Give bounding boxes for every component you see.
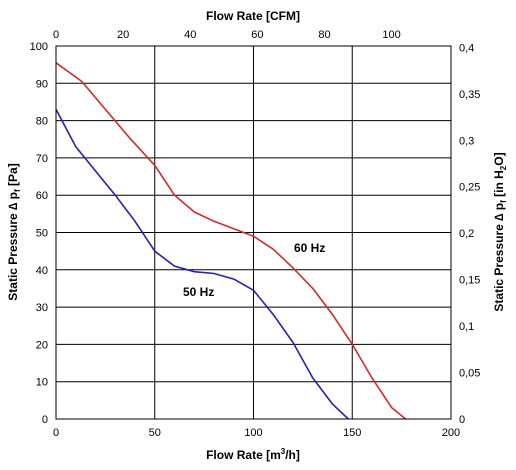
x-tick-label: 200 [442,427,460,439]
y2-tick-label: 0,15 [459,275,480,287]
y-tick-label: 20 [36,339,48,351]
x-tick-label: 150 [343,427,361,439]
y-tick-label: 60 [36,190,48,202]
x-tick-label: 100 [244,427,262,439]
y2-tick-label: 0,3 [459,135,474,147]
x2-tick-label: 0 [53,29,59,41]
x2-tick-label: 80 [318,29,330,41]
y-tick-label: 70 [36,153,48,165]
bottom-axis-title: Flow Rate [m3/h] [206,447,300,462]
series-label-60hz: 60 Hz [294,241,325,255]
y-tick-label: 30 [36,302,48,314]
y2-tick-label: 0,25 [459,182,480,194]
x2-tick-label: 40 [184,29,196,41]
plot-frame [55,45,452,420]
y-tick-label: 40 [36,265,48,277]
x2-tick-label: 100 [382,29,400,41]
series-layer [55,62,407,420]
grid-lines [55,45,452,420]
top-axis-title: Flow Rate [CFM] [206,9,300,23]
series-line-50hz [55,109,349,420]
x2-tick-label: 20 [117,29,129,41]
y-tick-label: 100 [30,41,48,53]
y-tick-label: 80 [36,116,48,128]
x-tick-label: 50 [149,427,161,439]
y2-tick-label: 0 [459,414,465,426]
series-label-50hz: 50 Hz [183,285,214,299]
y2-tick-label: 0,35 [459,89,480,101]
y2-tick-label: 0,4 [459,42,474,54]
y-tick-label: 10 [36,377,48,389]
x2-tick-label: 60 [251,29,263,41]
y-tick-label: 90 [36,78,48,90]
y-tick-label: 0 [42,414,48,426]
y2-tick-label: 0,1 [459,321,474,333]
y-tick-label: 50 [36,228,48,240]
x-tick-label: 0 [53,427,59,439]
left-axis-title: Static Pressure ∆ pf [Pa] [6,163,22,300]
y2-tick-label: 0,05 [459,368,480,380]
right-axis-title: Static Pressure ∆ pf [in H2O] [492,152,508,311]
series-line-60hz [55,62,407,420]
y2-tick-label: 0,2 [459,228,474,240]
